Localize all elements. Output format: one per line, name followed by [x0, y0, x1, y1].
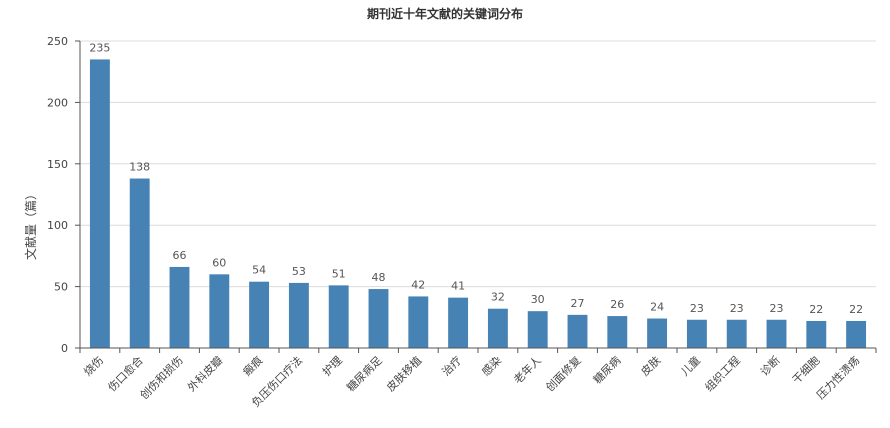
- data-label: 22: [809, 303, 823, 316]
- x-tick-label: 外科皮瓣: [184, 353, 225, 394]
- x-tick-label: 伤口愈合: [105, 353, 146, 394]
- bars: 235 138 66 60 54 53 51 48 42 41 32 30 27 26 24 23 23 23 22…: [89, 41, 867, 349]
- bar: [487, 308, 508, 348]
- x-tick-label: 瘢痕: [240, 353, 265, 378]
- bar: [209, 274, 230, 348]
- bar: [408, 296, 429, 348]
- bar: [527, 311, 548, 348]
- y-tick-label: 0: [61, 342, 68, 355]
- bar: [368, 289, 389, 348]
- y-tick-label: 50: [54, 281, 68, 294]
- bar: [846, 320, 867, 348]
- data-label: 60: [212, 256, 226, 269]
- y-axis-label: 文献量（篇）: [23, 188, 38, 260]
- bar: [448, 297, 469, 348]
- data-label: 66: [173, 249, 187, 262]
- bar: [249, 281, 270, 348]
- x-tick-label: 创伤和损伤: [137, 353, 186, 402]
- y-tick-label: 150: [47, 158, 68, 171]
- data-label: 26: [610, 298, 624, 311]
- x-tick-label: 皮肤移植: [383, 353, 424, 394]
- gridlines: [80, 40, 876, 288]
- x-tick-label: 感染: [479, 353, 504, 378]
- bar: [647, 318, 668, 348]
- bar: [766, 319, 787, 348]
- bar: [726, 319, 747, 348]
- data-label: 138: [129, 161, 150, 174]
- x-tick-label: 老年人: [511, 353, 544, 386]
- x-tick-label: 烧伤: [81, 354, 106, 379]
- bar: [89, 59, 110, 349]
- data-label: 22: [849, 303, 863, 316]
- x-tick-label: 儿童: [678, 353, 703, 378]
- y-tick-label: 200: [47, 96, 68, 109]
- bar: [607, 316, 628, 348]
- x-tick-label: 组织工程: [702, 353, 743, 394]
- x-tick-label: 皮肤: [638, 353, 663, 378]
- y-tick-label: 100: [47, 219, 68, 232]
- data-label: 23: [770, 302, 784, 315]
- data-label: 23: [690, 302, 704, 315]
- data-label: 53: [292, 265, 306, 278]
- bar: [169, 266, 190, 348]
- bar: [129, 178, 150, 348]
- x-tick-label: 糖尿病: [590, 353, 623, 386]
- data-label: 24: [650, 301, 664, 314]
- bar: [328, 285, 349, 348]
- data-label: 30: [531, 293, 545, 306]
- bar: [567, 314, 588, 348]
- data-label: 51: [332, 267, 346, 280]
- x-tick-label: 创面修复: [543, 353, 584, 394]
- x-tick-label: 干细胞: [790, 354, 823, 387]
- x-tick-label: 糖尿病足: [344, 353, 385, 394]
- data-label: 41: [451, 280, 465, 293]
- data-label: 235: [89, 41, 110, 54]
- chart-title: 期刊近十年文献的关键词分布: [367, 6, 523, 21]
- data-label: 48: [372, 271, 386, 284]
- x-tick-label: 诊断: [757, 353, 782, 378]
- data-label: 23: [730, 302, 744, 315]
- data-label: 54: [252, 264, 266, 277]
- x-tick-label: 护理: [319, 353, 344, 378]
- x-tick-label: 治疗: [439, 353, 464, 378]
- bar: [806, 320, 827, 348]
- x-tick-label: 压力性溃疡: [813, 353, 862, 402]
- data-label: 27: [571, 297, 585, 310]
- bar: [288, 282, 309, 348]
- bar: [686, 319, 707, 348]
- y-tick-label: 250: [47, 35, 68, 48]
- data-label: 42: [411, 278, 425, 291]
- data-label: 32: [491, 291, 505, 304]
